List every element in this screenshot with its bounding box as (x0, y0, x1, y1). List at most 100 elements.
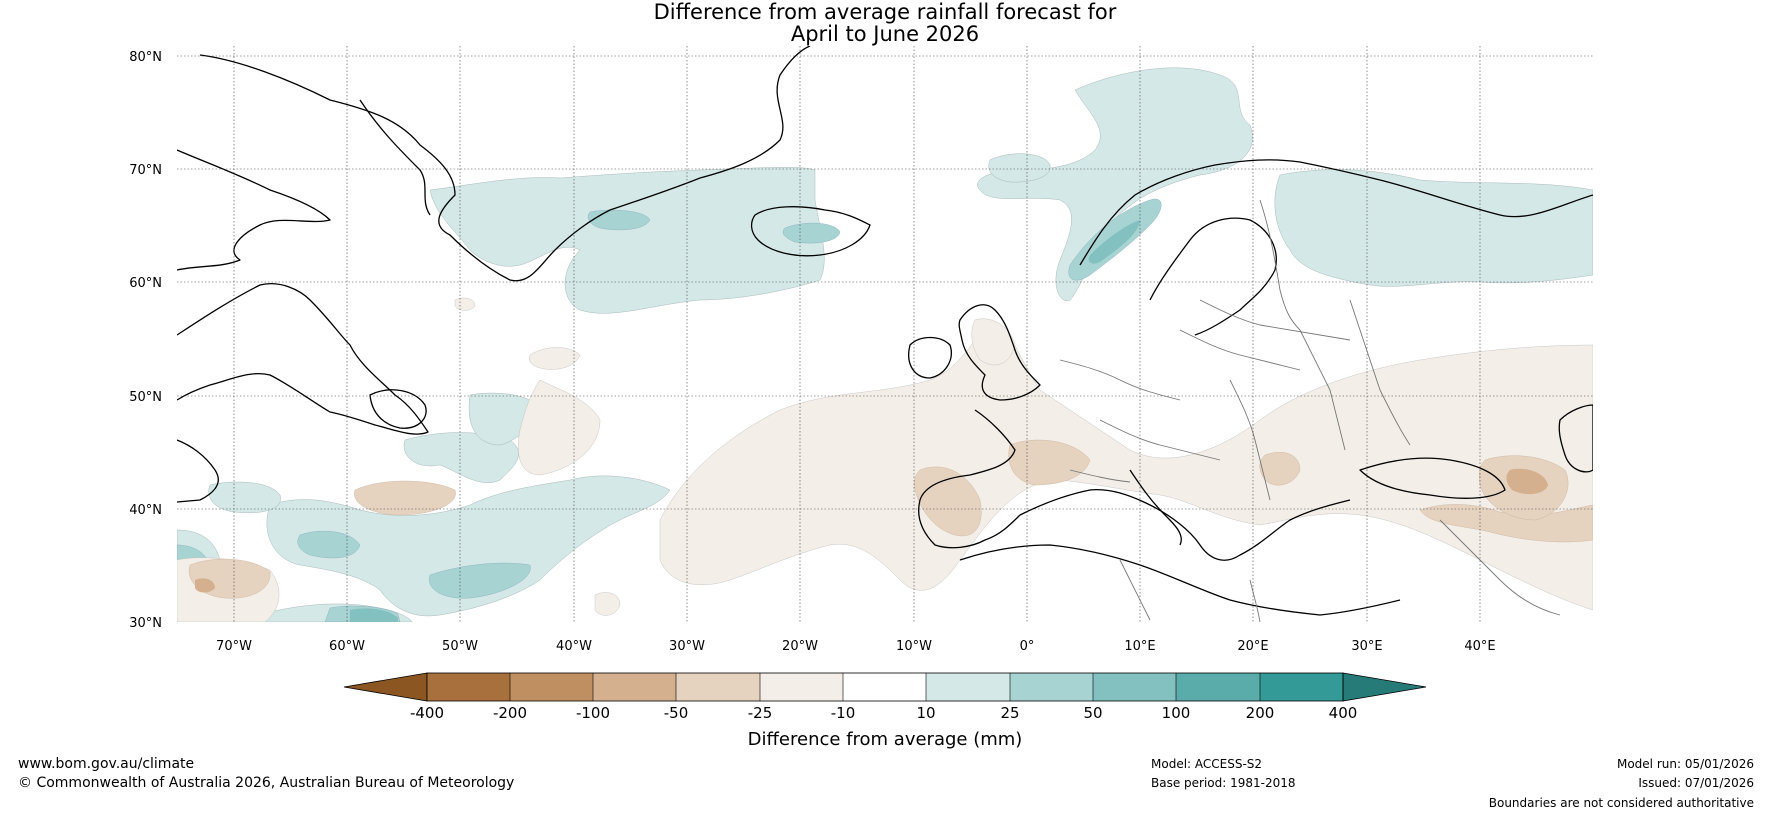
colorbar: -400 -200 -100 -50 -25 -10 10 25 50 100 … (343, 672, 1427, 750)
wetter-regions-deep (350, 220, 1140, 622)
dry-region-canary (594, 592, 621, 616)
dry-core-iberia (914, 466, 982, 537)
lon-label-0: 0° (1020, 639, 1035, 654)
lon-label-10w: 10°W (896, 639, 932, 654)
boundaries-disclaimer: Boundaries are not considered authoritat… (1488, 796, 1754, 810)
lon-label-50w: 50°W (442, 639, 478, 654)
dry-region-uk (971, 318, 1016, 366)
coast-north-america-east (177, 439, 219, 503)
colorbar-swatch-4 (676, 673, 760, 701)
lat-label-80n: 80°N (129, 50, 162, 65)
map-title-line-1: Difference from average rainfall forecas… (653, 0, 1117, 24)
lon-label-30w: 30°W (669, 639, 705, 654)
lat-label-40n: 40°N (129, 503, 162, 518)
wet-core-subtropical-2 (429, 562, 531, 599)
colorbar-ticks: -400 -200 -100 -50 -25 -10 10 25 50 100 … (410, 704, 1357, 722)
cb-tick-3: -100 (576, 704, 610, 722)
coast-newfoundland (369, 389, 427, 429)
lat-label-50n: 50°N (129, 390, 162, 405)
coast-russia-north (1379, 179, 1593, 218)
border-7 (1349, 299, 1411, 446)
wet-region-north-atlantic (429, 167, 825, 314)
colorbar-swatch-5 (760, 673, 843, 701)
wet-region-small-south (208, 481, 281, 513)
cb-tick-11: 200 (1246, 704, 1275, 722)
longitude-labels: 70°W 60°W 50°W 40°W 30°W 20°W 10°W 0° 10… (216, 639, 1496, 654)
lat-label-70n: 70°N (129, 163, 162, 178)
colorbar-swatch-9 (1093, 673, 1176, 701)
coast-greenland-west (359, 99, 431, 216)
lon-label-40w: 40°W (556, 639, 592, 654)
wet-region-mid-atlantic-1 (403, 432, 519, 483)
drier-regions-deep (195, 468, 1548, 593)
colorbar-extend-low (343, 672, 428, 702)
border-1 (1059, 359, 1181, 401)
model-name: Model: ACCESS-S2 (1151, 757, 1263, 771)
border-4 (1229, 379, 1271, 501)
map-title-line-2: April to June 2026 (790, 22, 980, 46)
dry-core-mid-atlantic (354, 480, 456, 516)
border-12 (1439, 519, 1561, 616)
cb-tick-6: -10 (831, 704, 856, 722)
wet-region-barents (1274, 169, 1593, 287)
lon-label-30e: 30°E (1351, 639, 1382, 654)
cb-tick-1: -400 (410, 704, 444, 722)
coast-italy (1129, 469, 1182, 546)
cb-tick-7: 10 (916, 704, 935, 722)
dry-core-france (1008, 439, 1091, 486)
dry-region-small-2 (454, 297, 476, 311)
wet-region-iceland-north (988, 153, 1051, 183)
issued-date: Issued: 07/01/2026 (1638, 776, 1754, 790)
lon-label-60w: 60°W (329, 639, 365, 654)
country-borders (1059, 199, 1561, 622)
colorbar-separators (509, 673, 1261, 701)
coastlines (177, 46, 1593, 616)
lat-label-30n: 30°N (129, 616, 162, 631)
border-2 (1179, 329, 1301, 371)
border-6 (1199, 299, 1351, 341)
cb-tick-10: 100 (1162, 704, 1191, 722)
wet-region-subtropical (266, 475, 671, 617)
coast-iceland (750, 206, 871, 257)
dry-deep-turkey (1506, 468, 1548, 495)
wet-core-subtropical-1 (297, 530, 361, 559)
colorbar-frame (426, 672, 1344, 702)
base-period: Base period: 1981-2018 (1151, 776, 1296, 790)
colorbar-swatch-1 (427, 673, 510, 701)
colorbar-swatch-8 (1010, 673, 1093, 701)
footer-url[interactable]: www.bom.gov.au/climate (18, 756, 195, 772)
colorbar-swatch-3 (593, 673, 676, 701)
cb-tick-8: 25 (1000, 704, 1019, 722)
dry-region-atlantic-europe (659, 319, 1593, 611)
cb-tick-5: -25 (748, 704, 773, 722)
drier-regions-core (188, 439, 1593, 599)
coast-baffin (177, 149, 331, 271)
coast-ireland (908, 336, 952, 379)
cb-tick-9: 50 (1083, 704, 1102, 722)
border-10 (1119, 559, 1151, 621)
border-8 (1069, 469, 1131, 483)
cb-tick-12: 400 (1329, 704, 1358, 722)
lon-label-10e: 10°E (1124, 639, 1155, 654)
coast-baltic (1149, 217, 1277, 336)
colorbar-title: Difference from average (mm) (748, 729, 1023, 750)
border-11 (1249, 579, 1261, 622)
coast-greenland (199, 46, 811, 282)
dry-deep-southwest (195, 578, 215, 593)
border-5 (1299, 329, 1346, 451)
colorbar-swatch-6 (843, 673, 926, 701)
colorbar-swatch-2 (510, 673, 593, 701)
colorbar-extend-high (1342, 672, 1427, 702)
wet-deep-south-atlantic (350, 608, 398, 622)
latitude-labels: 80°N 70°N 60°N 50°N 40°N 30°N (129, 50, 162, 631)
coast-mediterranean-north (1019, 489, 1351, 561)
model-run-date: Model run: 05/01/2026 (1616, 757, 1754, 771)
gridlines (177, 46, 1593, 622)
colorbar-swatch-10 (1176, 673, 1260, 701)
footer-copyright: © Commonwealth of Australia 2026, Austra… (18, 775, 515, 791)
coast-caspian (1558, 404, 1593, 473)
wet-core-iceland (782, 222, 841, 244)
dry-region-mid-atlantic (518, 379, 601, 476)
lat-label-60n: 60°N (129, 276, 162, 291)
